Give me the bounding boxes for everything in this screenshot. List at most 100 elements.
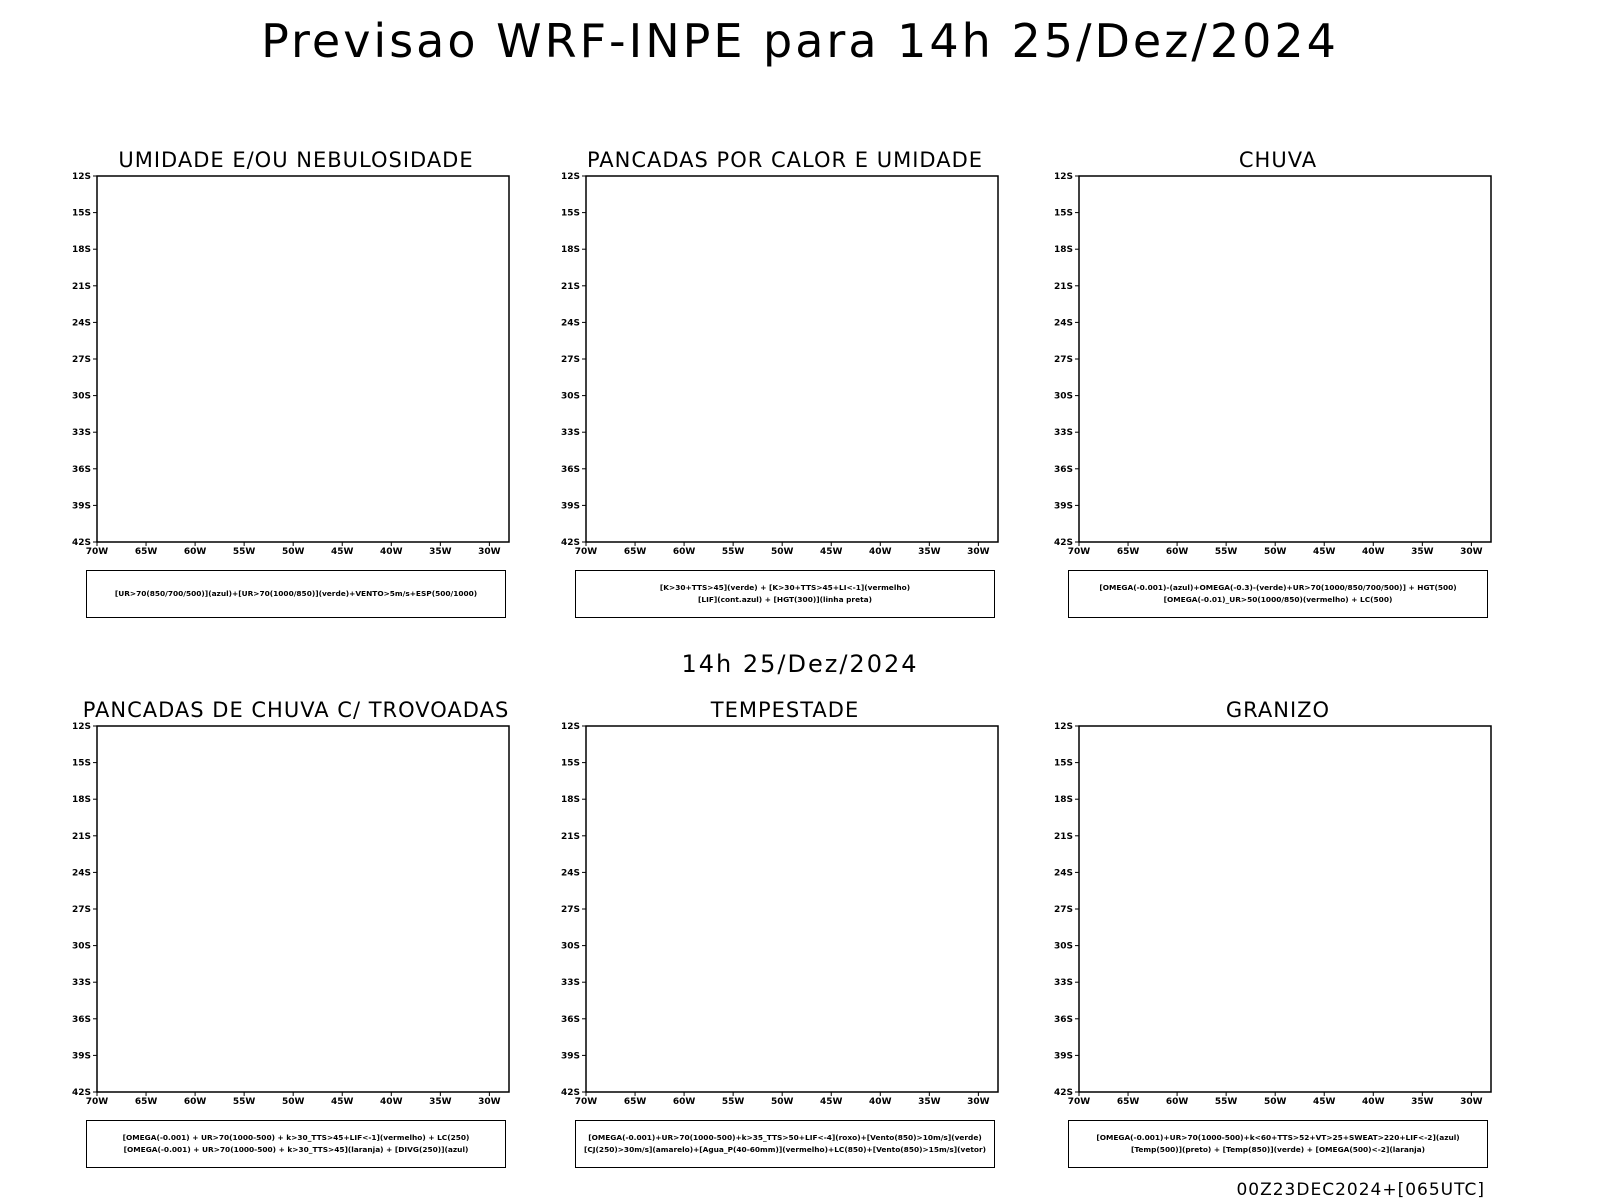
lon-tick-label: 35W — [918, 547, 941, 557]
lat-tick-label: 21S — [72, 832, 91, 842]
panel-title: PANCADAS DE CHUVA C/ TROVOADAS — [82, 698, 510, 722]
lat-tick-label: 27S — [561, 355, 580, 365]
lon-tick-label: 65W — [1117, 1097, 1140, 1107]
panel-tempestade: TEMPESTADE 12S 15S 18S 21S 24S 27S 30S 33S 36S 39… — [535, 698, 1035, 1178]
lon-tick-label: 55W — [233, 1097, 256, 1107]
lat-tick-label: 30S — [72, 942, 91, 952]
lon-tick-label: 65W — [624, 547, 647, 557]
lat-tick-label: 18S — [72, 245, 91, 255]
lat-tick-label: 30S — [1054, 942, 1073, 952]
legend-box: [UR>70(850/700/500)](azul)+[UR>70(1000/8… — [86, 570, 506, 618]
lon-tick-label: 50W — [771, 1097, 794, 1107]
lat-tick-label: 42S — [1054, 1088, 1073, 1098]
lat-tick-label: 24S — [72, 868, 91, 878]
lat-tick-label: 30S — [561, 392, 580, 402]
legend-box: [OMEGA(-0.001)+UR>70(1000-500)+k>35_TTS>… — [575, 1120, 995, 1168]
legend-line: [OMEGA(-0.001)+UR>70(1000-500)+k>35_TTS>… — [588, 1133, 982, 1142]
map-granizo: 12151812S15S18S21S24S27S30S33S36S39S42S7… — [1054, 722, 1492, 1107]
lat-tick-label: 21S — [1054, 282, 1073, 292]
lat-tick-label: 30S — [72, 392, 91, 402]
lat-tick-label: 21S — [72, 282, 91, 292]
lat-tick-label: 27S — [1054, 355, 1073, 365]
lat-tick-label: 24S — [561, 318, 580, 328]
legend-line: [OMEGA(-0.001)+UR>70(1000-500)+k<60+TTS>… — [1096, 1133, 1460, 1142]
lat-tick-label: 18S — [561, 795, 580, 805]
lat-tick-label: 12S — [561, 722, 580, 732]
plot-background — [97, 176, 509, 542]
panel-pancadas-calor: PANCADAS POR CALOR E UMIDADE 96009520944… — [535, 148, 1035, 628]
lon-tick-label: 65W — [1117, 547, 1140, 557]
lat-tick-label: 24S — [72, 318, 91, 328]
lat-tick-label: 18S — [1054, 795, 1073, 805]
lon-tick-label: 50W — [771, 547, 794, 557]
lat-tick-label: 36S — [72, 1015, 91, 1025]
panel-title: PANCADAS POR CALOR E UMIDADE — [586, 148, 984, 172]
map-pancadas-calor: 960095209440936012S15S18S21S24S27S30S33S… — [561, 172, 999, 557]
legend-line: [OMEGA(-0.001) + UR>70(1000-500) + k>30_… — [123, 1145, 469, 1154]
legend-box: [OMEGA(-0.001)-(azul)+OMEGA(-0.3)-(verde… — [1068, 570, 1488, 618]
lat-tick-label: 12S — [1054, 172, 1073, 182]
lat-tick-label: 15S — [72, 759, 91, 769]
lat-tick-label: 15S — [561, 759, 580, 769]
lon-tick-label: 50W — [282, 1097, 305, 1107]
lon-tick-label: 60W — [184, 1097, 207, 1107]
lon-tick-label: 70W — [1068, 1097, 1091, 1107]
lon-tick-label: 40W — [869, 1097, 892, 1107]
lon-tick-label: 55W — [233, 547, 256, 557]
lon-tick-label: 45W — [331, 547, 354, 557]
lat-tick-label: 24S — [561, 868, 580, 878]
legend-line: [LIF](cont.azul) + [HGT(300)](linha pret… — [698, 595, 872, 604]
panel-title: UMIDADE E/OU NEBULOSIDADE — [118, 148, 474, 172]
panel-umidade: UMIDADE E/OU NEBULOSIDADE 10081012101610… — [46, 148, 546, 628]
map-layer: 58257657056412S15S18S21S24S27S30S33S36S3… — [1054, 172, 1492, 557]
panel-chuva: CHUVA 58257657056412S15S18S21S24S27S30S3… — [1028, 148, 1528, 628]
lon-tick-label: 35W — [429, 547, 452, 557]
lon-tick-label: 45W — [820, 547, 843, 557]
lon-tick-label: 40W — [1362, 1097, 1385, 1107]
lon-tick-label: 40W — [380, 1097, 403, 1107]
panel-trovoadas: PANCADAS DE CHUVA C/ TROVOADAS 12S 15S 18S… — [46, 698, 546, 1178]
plot-background — [586, 176, 998, 542]
map-umidade: 1008101210161020102457657056455855212S15… — [72, 172, 510, 557]
lat-tick-label: 15S — [72, 209, 91, 219]
legend-line: [OMEGA(-0.001) + UR>70(1000-500) + k>30_… — [122, 1133, 470, 1142]
lat-tick-label: 12S — [561, 172, 580, 182]
lat-tick-label: 42S — [72, 1088, 91, 1098]
lat-tick-label: 18S — [1054, 245, 1073, 255]
lat-tick-label: 36S — [1054, 465, 1073, 475]
legend-line: [OMEGA(-0.01)_UR>50(1000/850)(vermelho) … — [1163, 595, 1393, 604]
lat-tick-label: 15S — [1054, 209, 1073, 219]
lon-tick-label: 50W — [1264, 547, 1287, 557]
plot-background — [97, 726, 509, 1092]
panel-title: GRANIZO — [1225, 698, 1331, 722]
lat-tick-label: 33S — [561, 428, 580, 438]
lat-tick-label: 42S — [561, 538, 580, 548]
lat-tick-label: 15S — [561, 209, 580, 219]
lat-tick-label: 18S — [72, 795, 91, 805]
lon-tick-label: 30W — [967, 1097, 990, 1107]
lat-tick-label: 36S — [1054, 1015, 1073, 1025]
lon-tick-label: 30W — [1460, 1097, 1483, 1107]
lat-tick-label: 42S — [561, 1088, 580, 1098]
lon-tick-label: 40W — [869, 547, 892, 557]
lon-tick-label: 55W — [1215, 547, 1238, 557]
lon-tick-label: 65W — [135, 547, 158, 557]
lat-tick-label: 33S — [72, 978, 91, 988]
legend-box: [OMEGA(-0.001)+UR>70(1000-500)+k<60+TTS>… — [1068, 1120, 1488, 1168]
plot-background — [1079, 176, 1491, 542]
lon-tick-label: 60W — [673, 547, 696, 557]
panel-granizo: GRANIZO 12151812S15S18S21S24S27S30S33S36… — [1028, 698, 1528, 1178]
lon-tick-label: 35W — [918, 1097, 941, 1107]
lat-tick-label: 30S — [561, 942, 580, 952]
lat-tick-label: 36S — [561, 1015, 580, 1025]
lat-tick-label: 12S — [72, 722, 91, 732]
lon-tick-label: 30W — [478, 547, 501, 557]
lat-tick-label: 33S — [561, 978, 580, 988]
lon-tick-label: 70W — [1068, 547, 1091, 557]
lon-tick-label: 35W — [429, 1097, 452, 1107]
legend-line: [UR>70(850/700/500)](azul)+[UR>70(1000/8… — [114, 589, 478, 598]
forecast-time-label: 14h 25/Dez/2024 — [681, 650, 919, 678]
